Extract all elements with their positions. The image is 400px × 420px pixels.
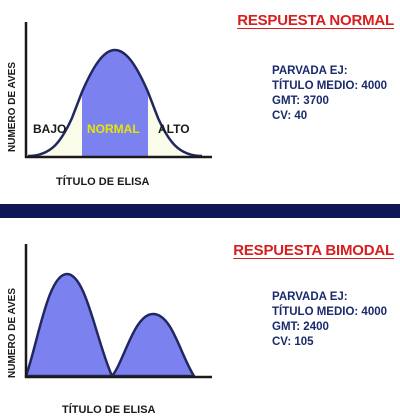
gmt-value: GMT: 2400 xyxy=(272,321,329,333)
x-axis-label: TÍTULO DE ELISA xyxy=(62,403,156,416)
mean-titer: TÍTULO MEDIO: 4000 xyxy=(272,80,388,92)
high-tail-area xyxy=(148,92,202,156)
normal-response-panel: NUMERO DE AVES TÍTULO DE ELISA BAJO NORM… xyxy=(0,0,400,200)
y-axis-label: NUMERO DE AVES xyxy=(7,288,18,378)
bimodal-distribution-diagram: NUMERO DE AVES TÍTULO DE ELISA xyxy=(7,244,212,416)
divider-bar xyxy=(0,204,400,218)
flock-label: PARVADA EJ: xyxy=(272,65,348,77)
cv-value: CV: 105 xyxy=(272,336,314,348)
section-divider xyxy=(0,200,400,222)
bimodal-response-title: RESPUESTA BIMODAL xyxy=(233,242,394,259)
normal-flock-info: PARVADA EJ: TÍTULO MEDIO: 4000 GMT: 3700… xyxy=(272,64,387,124)
bimodal-peak-1 xyxy=(24,272,114,378)
cv-value: CV: 40 xyxy=(272,110,308,122)
bimodal-response-panel: NUMERO DE AVES TÍTULO DE ELISA RESPUESTA… xyxy=(0,222,400,420)
bimodal-flock-info: PARVADA EJ: TÍTULO MEDIO: 4000 GMT: 2400… xyxy=(272,290,387,350)
bimodal-peak-2 xyxy=(110,312,196,378)
mean-titer: TÍTULO MEDIO: 4000 xyxy=(272,306,388,318)
x-axis-label: TÍTULO DE ELISA xyxy=(56,175,150,188)
normal-curve xyxy=(27,48,203,158)
normal-response-title: RESPUESTA NORMAL xyxy=(237,12,394,29)
normal-region-label: NORMAL xyxy=(87,122,140,136)
low-region-label: BAJO xyxy=(33,122,66,136)
flock-label: PARVADA EJ: xyxy=(272,291,348,303)
normal-distribution-diagram: NUMERO DE AVES TÍTULO DE ELISA BAJO NORM… xyxy=(7,22,212,188)
low-tail-area xyxy=(28,92,82,156)
y-axis-label: NUMERO DE AVES xyxy=(7,62,18,152)
high-region-label: ALTO xyxy=(158,122,190,136)
normal-central-area xyxy=(82,50,148,156)
gmt-value: GMT: 3700 xyxy=(272,95,329,107)
